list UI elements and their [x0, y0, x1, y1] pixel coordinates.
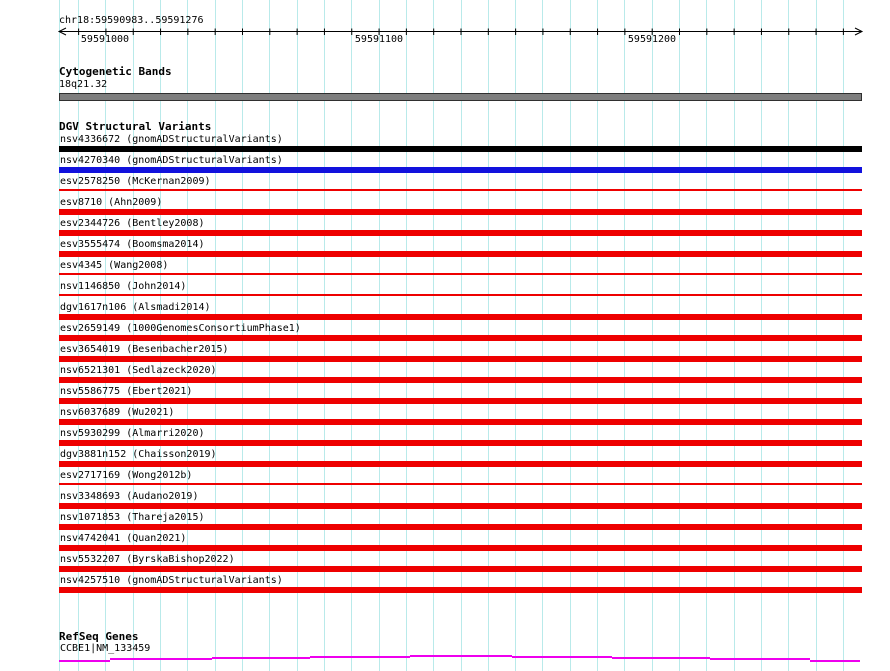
variant-bar[interactable] [59, 251, 862, 257]
variant-label: nsv3348693 (Audano2019) [60, 491, 199, 502]
variant-label: nsv1071853 (Thareja2015) [60, 512, 205, 523]
gene-intron-segment[interactable] [310, 655, 410, 658]
ruler-tick-label: 59591100 [354, 34, 404, 45]
variant-label: esv2659149 (1000GenomesConsortiumPhase1) [60, 323, 301, 334]
variant-label: esv3555474 (Boomsma2014) [60, 239, 205, 250]
region-coordinates: chr18:59590983..59591276 [59, 15, 204, 26]
variant-bar[interactable] [59, 209, 862, 215]
variant-bar[interactable] [59, 566, 862, 572]
variant-bar[interactable] [59, 356, 862, 362]
gene-intron-segment[interactable] [59, 659, 110, 662]
variant-label: nsv5532207 (ByrskaBishop2022) [60, 554, 235, 565]
ruler-ticks [78, 28, 844, 35]
variant-label: nsv4336672 (gnomADStructuralVariants) [60, 134, 283, 145]
variant-bar[interactable] [59, 503, 862, 509]
variant-label: esv2717169 (Wong2012b) [60, 470, 193, 481]
variant-bar[interactable] [59, 294, 862, 296]
variant-bar[interactable] [59, 146, 862, 152]
variant-label: esv3654019 (Besenbacher2015) [60, 344, 229, 355]
variant-label: nsv5586775 (Ebert2021) [60, 386, 193, 397]
variant-label: esv8710 (Ahn2009) [60, 197, 163, 208]
refseq-genes-header: RefSeq Genes [59, 630, 139, 643]
cytogenetic-bands-header: Cytogenetic Bands [59, 65, 172, 78]
variant-label: dgv3881n152 (Chaisson2019) [60, 449, 217, 460]
ruler-axis [57, 27, 864, 36]
ruler-tick-label: 59591200 [627, 34, 677, 45]
variant-label: esv4345 (Wang2008) [60, 260, 169, 271]
variant-label: nsv4270340 (gnomADStructuralVariants) [60, 155, 283, 166]
variant-bar[interactable] [59, 167, 862, 173]
variant-label: nsv6521301 (Sedlazeck2020) [60, 365, 217, 376]
gene-label: CCBE1|NM_133459 [60, 643, 151, 654]
variant-label: esv2578250 (McKernan2009) [60, 176, 211, 187]
cytoband-label: 18q21.32 [59, 79, 108, 90]
variant-bar[interactable] [59, 483, 862, 485]
gene-intron-segment[interactable] [212, 656, 310, 659]
dgv-variants-header: DGV Structural Variants [59, 120, 212, 133]
variant-bar[interactable] [59, 524, 862, 530]
variant-bar[interactable] [59, 440, 862, 446]
cytoband-bar [59, 93, 862, 101]
variant-label: nsv5930299 (Almarri2020) [60, 428, 205, 439]
ruler-tick-label: 59591000 [80, 34, 130, 45]
variant-bar[interactable] [59, 189, 862, 191]
variant-label: esv2344726 (Bentley2008) [60, 218, 205, 229]
variant-bar[interactable] [59, 314, 862, 320]
variant-label: dgv1617n106 (Alsmadi2014) [60, 302, 211, 313]
gene-intron-segment[interactable] [512, 655, 612, 658]
gene-intron-segment[interactable] [612, 656, 710, 659]
variant-bar[interactable] [59, 335, 862, 341]
variant-bar[interactable] [59, 398, 862, 404]
ruler-left-arrow-icon [57, 27, 67, 36]
variant-label: nsv1146850 (John2014) [60, 281, 187, 292]
variant-label: nsv4742041 (Quan2021) [60, 533, 187, 544]
ruler-right-arrow-icon [854, 27, 864, 36]
gene-intron-segment[interactable] [810, 659, 860, 662]
gene-intron-segment[interactable] [710, 658, 810, 661]
variant-bar[interactable] [59, 587, 862, 593]
variant-bar[interactable] [59, 461, 862, 467]
variant-label: nsv6037689 (Wu2021) [60, 407, 175, 418]
variant-bar[interactable] [59, 273, 862, 275]
variant-label: nsv4257510 (gnomADStructuralVariants) [60, 575, 283, 586]
gene-intron-segment[interactable] [110, 658, 212, 660]
variant-bar[interactable] [59, 230, 862, 236]
gene-intron-segment[interactable] [410, 654, 512, 657]
variant-bar[interactable] [59, 419, 862, 425]
variant-bar[interactable] [59, 377, 862, 383]
variant-bar[interactable] [59, 545, 862, 551]
